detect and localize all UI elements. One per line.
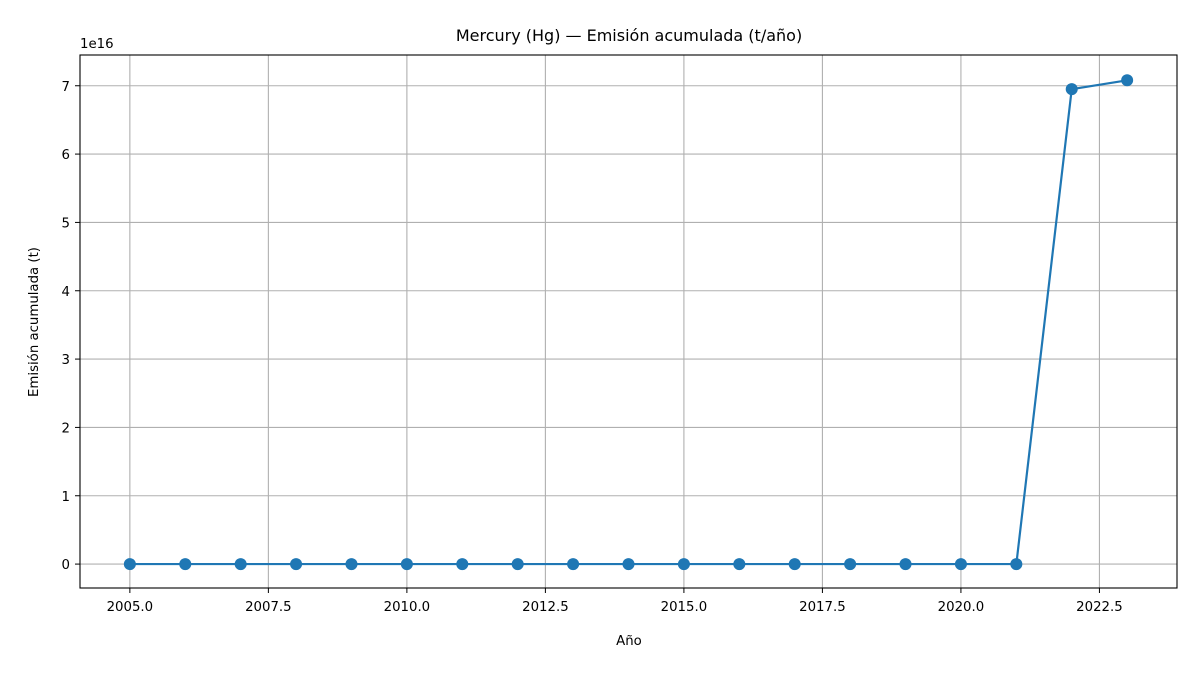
data-point (290, 558, 303, 571)
data-point (788, 558, 801, 571)
x-tick-label: 2005.0 (107, 600, 154, 615)
y-tick-label: 2 (62, 421, 70, 436)
x-tick-label: 2012.5 (522, 600, 569, 615)
data-point (1010, 558, 1023, 571)
data-point (567, 558, 580, 571)
y-axis-offset-label: 1e16 (80, 37, 114, 52)
series-layer (123, 74, 1134, 571)
y-tick-label: 4 (62, 285, 70, 300)
y-tick-label: 7 (62, 80, 70, 95)
data-point (345, 558, 358, 571)
chart-title: Mercury (Hg) — Emisión acumulada (t/año) (456, 26, 802, 45)
data-point (456, 558, 469, 571)
x-tick-label: 2010.0 (384, 600, 431, 615)
y-axis: 0 1 2 3 4 5 6 7 (62, 80, 80, 573)
data-point (234, 558, 247, 571)
data-point (899, 558, 912, 571)
x-tick-label: 2007.5 (245, 600, 292, 615)
y-tick-label: 3 (62, 353, 70, 368)
grid (80, 55, 1177, 588)
x-tick-label: 2017.5 (799, 600, 846, 615)
y-tick-label: 5 (62, 216, 70, 231)
x-tick-label: 2022.5 (1076, 600, 1123, 615)
x-axis-label: Año (616, 634, 642, 649)
x-tick-label: 2020.0 (938, 600, 985, 615)
data-point (844, 558, 857, 571)
y-tick-label: 6 (62, 148, 70, 163)
data-point (954, 558, 967, 571)
data-point (179, 558, 192, 571)
data-point (400, 558, 413, 571)
y-tick-label: 1 (62, 490, 70, 505)
data-point (733, 558, 746, 571)
data-point (622, 558, 635, 571)
x-axis: 2005.0 2007.5 2010.0 2012.5 2015.0 2017.5 2020… (107, 588, 1123, 615)
data-point (677, 558, 690, 571)
y-tick-label: 0 (62, 558, 70, 573)
series-line (129, 79, 1128, 566)
data-point (123, 558, 136, 571)
x-tick-label: 2015.0 (661, 600, 708, 615)
data-point (1065, 83, 1078, 96)
data-point (511, 558, 524, 571)
data-point (1121, 74, 1134, 87)
plot-frame (79, 54, 1178, 589)
y-axis-label: Emisión acumulada (t) (26, 247, 42, 397)
